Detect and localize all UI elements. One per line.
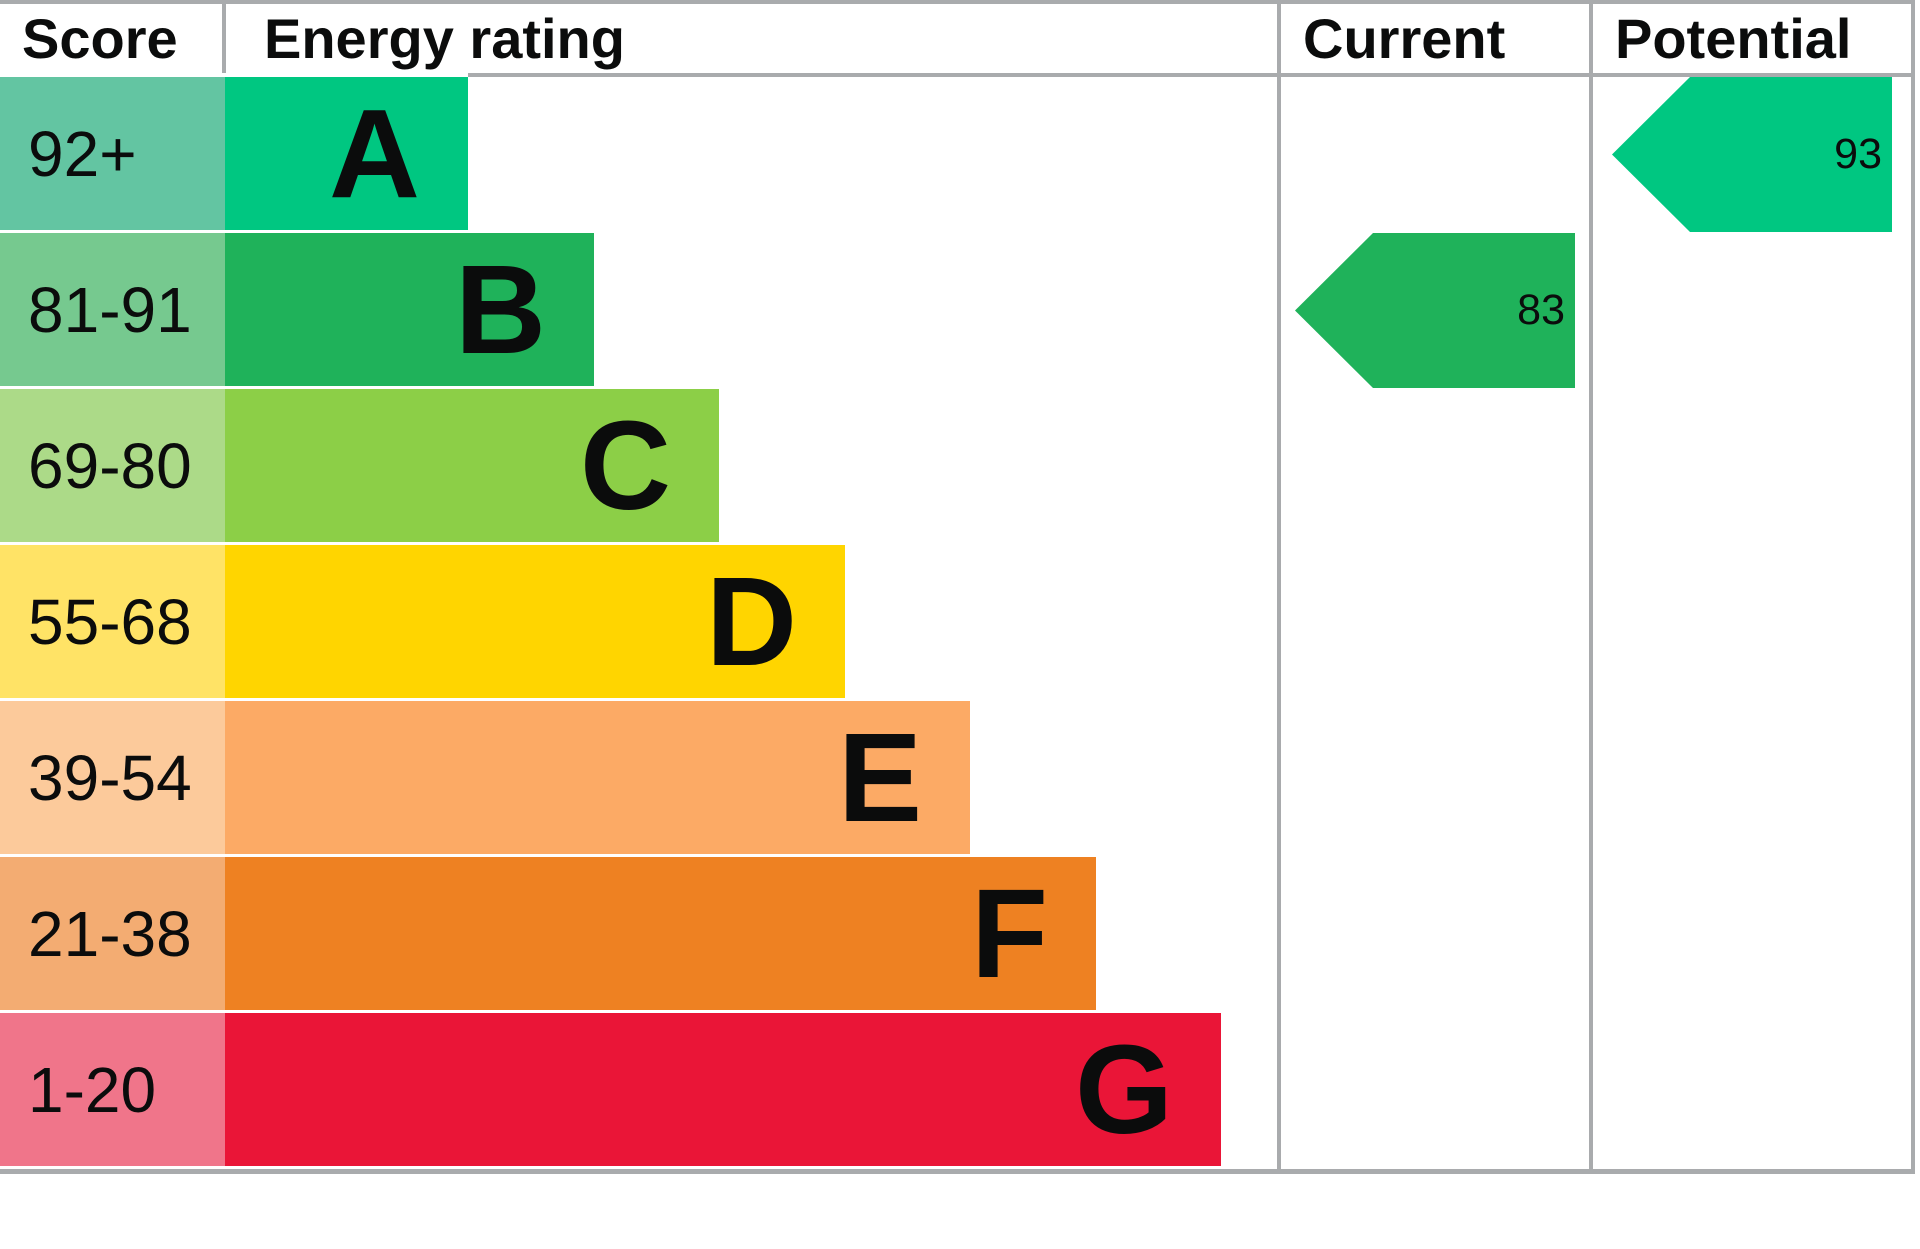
band-row-b: 81-91 B [0,233,1915,389]
current-rating-value: 83 [1517,286,1565,334]
current-column-divider [1277,0,1281,1173]
band-row-f: 21-38 F [0,857,1915,1013]
rating-letter-c: C [580,394,671,536]
rating-bar-g: G [225,1013,1221,1166]
potential-column-header: Potential [1593,4,1911,73]
table-bottom-border [0,1169,1915,1174]
table-top-border [0,0,1915,4]
energy-rating-column-header: Energy rating [226,4,1277,73]
rating-letter-e: E [837,706,922,848]
rating-bar-f: F [225,857,1096,1010]
table-right-border [1911,0,1915,1173]
band-row-d: 55-68 D [0,545,1915,701]
rating-bar-b: B [225,233,594,386]
score-range-cell-d: 55-68 [0,545,225,698]
rating-letter-g: G [1074,1018,1173,1160]
potential-rating-value: 93 [1834,130,1882,178]
band-row-c: 69-80 C [0,389,1915,545]
band-row-e: 39-54 E [0,701,1915,857]
band-row-g: 1-20 G [0,1013,1915,1169]
score-range-cell-c: 69-80 [0,389,225,542]
rating-letter-f: F [971,862,1048,1004]
score-range-cell-g: 1-20 [0,1013,225,1166]
score-rating-header-divider [222,4,226,73]
band-row-a: 92+ A [0,77,1915,233]
rating-bar-c: C [225,389,719,542]
rating-bar-a: A [225,77,468,230]
rating-letter-d: D [706,550,797,692]
current-column-header: Current [1281,4,1589,73]
rating-letter-a: A [329,82,420,224]
score-range-cell-a: 92+ [0,77,225,230]
score-range-cell-b: 81-91 [0,233,225,386]
score-range-cell-f: 21-38 [0,857,225,1010]
rating-bar-d: D [225,545,845,698]
potential-column-divider [1589,0,1593,1173]
score-range-cell-e: 39-54 [0,701,225,854]
rating-bar-e: E [225,701,970,854]
score-column-header: Score [0,4,222,73]
rating-letter-b: B [455,238,546,380]
header-bottom-border [468,73,1911,77]
